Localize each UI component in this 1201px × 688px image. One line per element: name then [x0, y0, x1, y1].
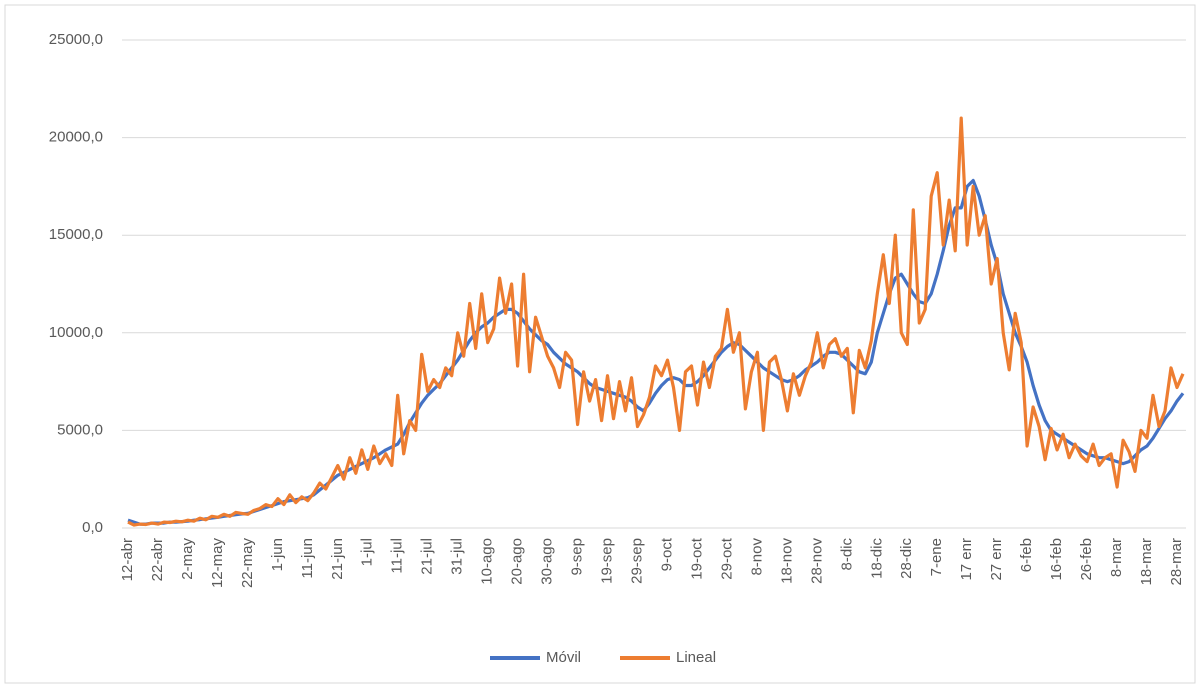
- x-tick-label: 31-jul: [449, 538, 466, 575]
- x-tick-label: 21-jun: [329, 538, 346, 580]
- x-tick-label: 17 enr: [958, 538, 975, 581]
- x-tick-label: 6-feb: [1018, 538, 1035, 572]
- x-tick-label: 28-nov: [808, 538, 825, 584]
- x-tick-label: 8-dic: [838, 538, 855, 571]
- x-tick-label: 18-nov: [778, 538, 795, 584]
- x-tick-label: 18-mar: [1138, 538, 1155, 586]
- x-tick-label: 22-abr: [149, 538, 166, 581]
- x-tick-label: 27 enr: [988, 538, 1005, 581]
- y-tick-label: 5000,0: [57, 421, 103, 438]
- x-tick-label: 28-mar: [1168, 538, 1185, 586]
- x-tick-label: 1-jun: [269, 538, 286, 571]
- x-tick-label: 2-may: [179, 538, 196, 580]
- x-tick-label: 7-ene: [928, 538, 945, 576]
- x-tick-label: 10-ago: [479, 538, 496, 585]
- y-tick-label: 20000,0: [49, 129, 103, 146]
- x-tick-label: 19-sep: [599, 538, 616, 584]
- x-tick-label: 9-sep: [569, 538, 586, 576]
- x-tick-label: 21-jul: [419, 538, 436, 575]
- x-tick-label: 30-ago: [539, 538, 556, 585]
- x-tick-label: 1-jul: [359, 538, 376, 566]
- legend-label: Lineal: [676, 649, 716, 666]
- x-tick-label: 16-feb: [1048, 538, 1065, 581]
- y-tick-label: 10000,0: [49, 324, 103, 341]
- x-tick-label: 29-oct: [718, 537, 735, 580]
- x-tick-label: 8-mar: [1108, 538, 1125, 577]
- legend-label: Móvil: [546, 649, 581, 666]
- chart-border: [4, 4, 1196, 684]
- x-tick-label: 12-may: [209, 538, 226, 589]
- x-tick-label: 11-jun: [299, 538, 316, 579]
- y-tick-label: 25000,0: [49, 31, 103, 48]
- data-line: [127, 116, 1185, 527]
- x-tick-label: 18-dic: [868, 538, 885, 579]
- y-tick-label: 15000,0: [49, 226, 103, 243]
- x-tick-label: 9-oct: [658, 537, 675, 571]
- x-tick-label: 22-may: [239, 538, 256, 589]
- x-tick-label: 20-ago: [509, 538, 526, 585]
- y-tick-label: 0,0: [82, 519, 103, 536]
- x-tick-label: 29-sep: [628, 538, 645, 584]
- x-tick-label: 8-nov: [748, 538, 765, 576]
- x-tick-label: 12-abr: [119, 538, 136, 581]
- x-tick-label: 28-dic: [898, 538, 915, 579]
- x-tick-label: 26-feb: [1078, 538, 1095, 581]
- x-tick-label: 19-oct: [688, 537, 705, 580]
- x-tick-label: 11-jul: [389, 538, 406, 574]
